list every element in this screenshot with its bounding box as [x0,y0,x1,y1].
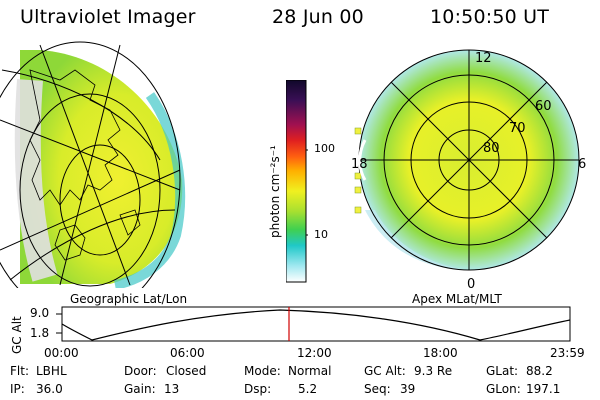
cusp-markers [354,127,367,214]
timeline-xtick-0000: 00:00 [44,346,79,360]
info-door-value: Closed [166,364,207,378]
mlt-label-12: 12 [475,51,492,66]
right-panel-label: Apex MLat/MLT [412,292,502,306]
timeline-ytick-9: 9.0 [30,306,50,320]
lat-label-70: 70 [509,121,526,136]
mlt-label-6: 6 [578,157,586,172]
altitude-curve [61,309,571,341]
info-mode-label: Mode: [244,364,281,378]
info-door-label: Door: [124,364,157,378]
info-gcalt-value: 9.3 Re [414,364,453,378]
info-flt-label: Flt: [10,364,29,378]
left-panel-label: Geographic Lat/Lon [70,292,188,306]
timeline-ytick-1-8: 1.8 [30,326,50,340]
info-glat-value: 88.2 [526,364,553,378]
lat-label-80: 80 [483,141,500,156]
geographic-grid [0,41,181,288]
info-flt-value: LBHL [36,364,67,378]
info-gain-value: 13 [164,382,180,396]
colorbar-gradient [286,80,308,283]
timeline-xtick-2359: 23:59 [550,346,585,360]
info-gain-label: Gain: [124,382,156,396]
polar-grid [358,49,580,271]
timeline-ylabel: GC Alt [10,316,24,354]
info-gcalt-label: GC Alt: [364,364,406,378]
info-seq-label: Seq: [364,382,391,396]
info-mode-value: Normal [288,364,332,378]
info-seq-value: 39 [400,382,416,396]
timeline-xtick-0600: 06:00 [170,346,205,360]
lat-label-60: 60 [535,99,552,114]
colorbar-tick-100: 100 [314,142,335,155]
instrument-title: Ultraviolet Imager [20,6,196,28]
coastline [29,69,141,261]
info-ip-value: 36.0 [36,382,63,396]
time-label: 10:50:50 UT [430,6,550,28]
info-glat-label: GLat: [486,364,519,378]
info-glon-label: GLon: [486,382,521,396]
orbit-altitude-plot [56,306,571,342]
mlt-label-18: 18 [351,157,368,172]
mlt-label-0: 0 [467,277,475,290]
timeline-xtick-1800: 18:00 [423,346,458,360]
info-dsp-value: 5.2 [298,382,318,396]
geographic-image-panel [0,41,186,288]
timeline-xtick-1200: 12:00 [297,346,332,360]
magnetic-polar-panel: 12 18 6 0 60 70 80 [351,49,586,290]
info-glon-value: 197.1 [526,382,561,396]
info-dsp-label: Dsp: [244,382,272,396]
date-label: 28 Jun 00 [272,6,364,28]
header: Ultraviolet Imager 28 Jun 00 10:50:50 UT [0,0,600,36]
info-ip-label: IP: [10,382,25,396]
colorbar-tick-10: 10 [314,228,328,241]
colorbar-title: photon cm⁻²s⁻¹ [268,145,282,238]
